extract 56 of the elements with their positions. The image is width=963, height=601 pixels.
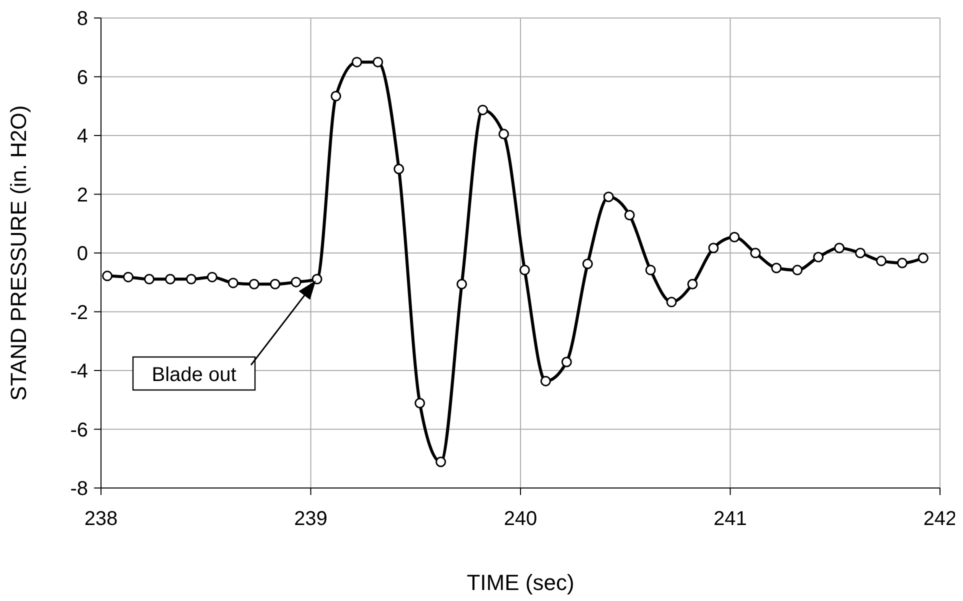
x-tick-label: 239 [294, 508, 328, 530]
y-tick-label: 6 [76, 66, 88, 89]
point [855, 248, 866, 258]
point [436, 456, 446, 468]
point [792, 264, 803, 276]
point [666, 296, 677, 308]
point [290, 276, 302, 288]
point [330, 90, 342, 102]
point [896, 258, 908, 268]
x-axis-title: TIME (sec) [466, 570, 574, 595]
point [123, 272, 134, 282]
y-tick-label: 8 [76, 8, 88, 30]
point [414, 398, 426, 408]
y-tick-label: -8 [70, 478, 88, 500]
point [876, 256, 887, 266]
x-tick-label: 238 [84, 508, 118, 530]
point [729, 232, 740, 242]
point [687, 278, 698, 290]
y-tick-label: 0 [76, 243, 88, 266]
point [540, 376, 551, 386]
y-tick-label: 4 [76, 126, 88, 148]
point [603, 192, 614, 202]
point [164, 274, 176, 284]
y-tick-label: 2 [76, 184, 88, 206]
point [312, 274, 322, 284]
y-axis-title: STAND PRESSURE (in. H2O) [6, 105, 31, 401]
point [561, 356, 572, 368]
point [394, 164, 404, 174]
y-tick-label: -4 [70, 360, 88, 383]
point [771, 262, 782, 274]
point [102, 270, 113, 282]
point [206, 272, 218, 282]
point [144, 274, 154, 284]
point [708, 242, 719, 254]
point [456, 278, 468, 290]
point [477, 104, 488, 116]
point [813, 252, 824, 262]
point [372, 56, 384, 68]
point [645, 264, 656, 276]
y-tick-label: -6 [70, 419, 88, 442]
point [352, 56, 362, 68]
point [186, 274, 196, 284]
y-tick-label: -2 [70, 302, 88, 324]
annotation: Blade out [152, 364, 237, 386]
point [582, 258, 593, 270]
point [750, 248, 761, 258]
point [498, 128, 509, 140]
point [918, 252, 928, 264]
x-tick-label: 241 [714, 508, 747, 530]
x-tick-label: 240 [504, 508, 538, 530]
point [228, 278, 238, 288]
point [834, 242, 845, 254]
point [248, 278, 260, 290]
point [270, 278, 280, 290]
point [624, 210, 635, 220]
point [519, 264, 530, 276]
